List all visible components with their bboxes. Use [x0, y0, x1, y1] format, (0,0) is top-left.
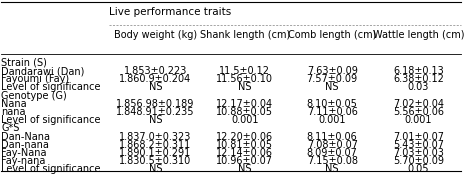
Text: NS: NS — [238, 82, 252, 92]
Text: 6.38±0.12: 6.38±0.12 — [393, 74, 444, 84]
Text: 10.81±0.05: 10.81±0.05 — [217, 140, 273, 150]
Text: 1.860.9±0.204: 1.860.9±0.204 — [119, 74, 191, 84]
Text: 0.001: 0.001 — [405, 115, 432, 125]
Text: 6.18±0.13: 6.18±0.13 — [393, 66, 444, 76]
Text: 7.57±0.09: 7.57±0.09 — [307, 74, 358, 84]
Text: Fay-Nana: Fay-Nana — [1, 148, 47, 158]
Text: 5.56±0.06: 5.56±0.06 — [393, 107, 444, 117]
Text: 11.5±0.12: 11.5±0.12 — [219, 66, 270, 76]
Text: 0.001: 0.001 — [231, 115, 259, 125]
Text: 7.63±0.09: 7.63±0.09 — [307, 66, 357, 76]
Text: Live performance traits: Live performance traits — [109, 7, 232, 17]
Text: 0.05: 0.05 — [408, 164, 429, 174]
Text: NS: NS — [148, 82, 162, 92]
Text: 1.856.98±0.189: 1.856.98±0.189 — [116, 99, 194, 109]
Text: 7.11±0.06: 7.11±0.06 — [307, 107, 357, 117]
Text: 5.43±0.07: 5.43±0.07 — [393, 140, 444, 150]
Text: Strain (S): Strain (S) — [1, 58, 47, 68]
Text: Shank length (cm): Shank length (cm) — [200, 30, 290, 40]
Text: Genotype (G): Genotype (G) — [1, 91, 67, 101]
Text: 1.830.5±0.310: 1.830.5±0.310 — [119, 156, 191, 166]
Text: 0.001: 0.001 — [319, 115, 346, 125]
Text: Level of significance: Level of significance — [1, 164, 101, 174]
Text: Fay-nana: Fay-nana — [1, 156, 46, 166]
Text: Level of significance: Level of significance — [1, 82, 101, 92]
Text: Level of significance: Level of significance — [1, 115, 101, 125]
Text: NS: NS — [326, 164, 339, 174]
Text: 8.11±0.06: 8.11±0.06 — [307, 132, 357, 142]
Text: G*S: G*S — [1, 123, 20, 133]
Text: 12.17±0.04: 12.17±0.04 — [216, 99, 273, 109]
Text: 7.15±0.08: 7.15±0.08 — [307, 156, 358, 166]
Text: 7.08±0.07: 7.08±0.07 — [307, 140, 358, 150]
Text: 1.868.2±0.311: 1.868.2±0.311 — [119, 140, 191, 150]
Text: Dan-nana: Dan-nana — [1, 140, 49, 150]
Text: Dandarawi (Dan): Dandarawi (Dan) — [1, 66, 85, 76]
Text: 11.56±0.10: 11.56±0.10 — [217, 74, 273, 84]
Text: 10.88±0.05: 10.88±0.05 — [217, 107, 273, 117]
Text: 1.853±0.223: 1.853±0.223 — [124, 66, 187, 76]
Text: Comb length (cm): Comb length (cm) — [288, 30, 376, 40]
Text: 5.70±0.09: 5.70±0.09 — [393, 156, 444, 166]
Text: 0.03: 0.03 — [408, 82, 429, 92]
Text: Wattle length (cm): Wattle length (cm) — [373, 30, 464, 40]
Text: NS: NS — [148, 115, 162, 125]
Text: 1.837.0±0.323: 1.837.0±0.323 — [119, 132, 191, 142]
Text: Dan-Nana: Dan-Nana — [1, 132, 50, 142]
Text: 1.848.91±0.235: 1.848.91±0.235 — [116, 107, 194, 117]
Text: 12.20±0.06: 12.20±0.06 — [216, 132, 273, 142]
Text: 12.14±0.06: 12.14±0.06 — [217, 148, 273, 158]
Text: nana: nana — [1, 107, 26, 117]
Text: NS: NS — [326, 82, 339, 92]
Text: 7.01±0.07: 7.01±0.07 — [393, 132, 444, 142]
Text: Fayoumi (Fay): Fayoumi (Fay) — [1, 74, 70, 84]
Text: NS: NS — [148, 164, 162, 174]
Text: 10.96±0.07: 10.96±0.07 — [217, 156, 273, 166]
Text: Body weight (kg): Body weight (kg) — [114, 30, 197, 40]
Text: 8.09±0.07: 8.09±0.07 — [307, 148, 357, 158]
Text: 7.03±0.03: 7.03±0.03 — [393, 148, 444, 158]
Text: NS: NS — [238, 164, 252, 174]
Text: 1.890.1±0.291: 1.890.1±0.291 — [119, 148, 191, 158]
Text: 8.10±0.05: 8.10±0.05 — [307, 99, 357, 109]
Text: Nana: Nana — [1, 99, 27, 109]
Text: 7.02±0.04: 7.02±0.04 — [393, 99, 444, 109]
